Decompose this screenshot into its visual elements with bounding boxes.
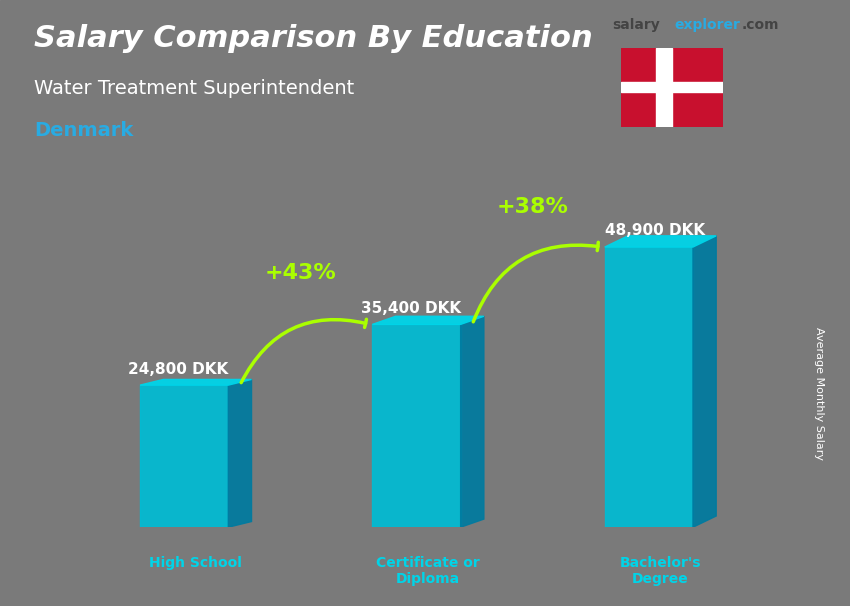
Text: explorer: explorer: [674, 18, 740, 32]
Bar: [604, 247, 693, 527]
Text: Average Monthly Salary: Average Monthly Salary: [814, 327, 824, 461]
Bar: [372, 324, 461, 527]
Text: 24,800 DKK: 24,800 DKK: [128, 362, 229, 376]
Text: Bachelor's
Degree: Bachelor's Degree: [620, 556, 701, 586]
Text: 48,900 DKK: 48,900 DKK: [604, 224, 705, 238]
Text: .com: .com: [741, 18, 779, 32]
Polygon shape: [693, 236, 717, 527]
Text: Certificate or
Diploma: Certificate or Diploma: [377, 556, 480, 586]
Polygon shape: [140, 379, 252, 385]
Bar: [140, 385, 229, 527]
Text: High School: High School: [150, 556, 242, 570]
Text: +38%: +38%: [496, 197, 569, 217]
Bar: [620, 82, 722, 92]
Text: salary: salary: [612, 18, 660, 32]
Bar: [656, 48, 672, 127]
Text: 35,400 DKK: 35,400 DKK: [360, 301, 461, 316]
Text: +43%: +43%: [264, 263, 337, 283]
Text: Water Treatment Superintendent: Water Treatment Superintendent: [34, 79, 354, 98]
Polygon shape: [461, 316, 484, 527]
Text: Denmark: Denmark: [34, 121, 133, 140]
Polygon shape: [372, 316, 484, 324]
Polygon shape: [604, 236, 717, 247]
Polygon shape: [229, 379, 252, 527]
Text: Salary Comparison By Education: Salary Comparison By Education: [34, 24, 592, 53]
